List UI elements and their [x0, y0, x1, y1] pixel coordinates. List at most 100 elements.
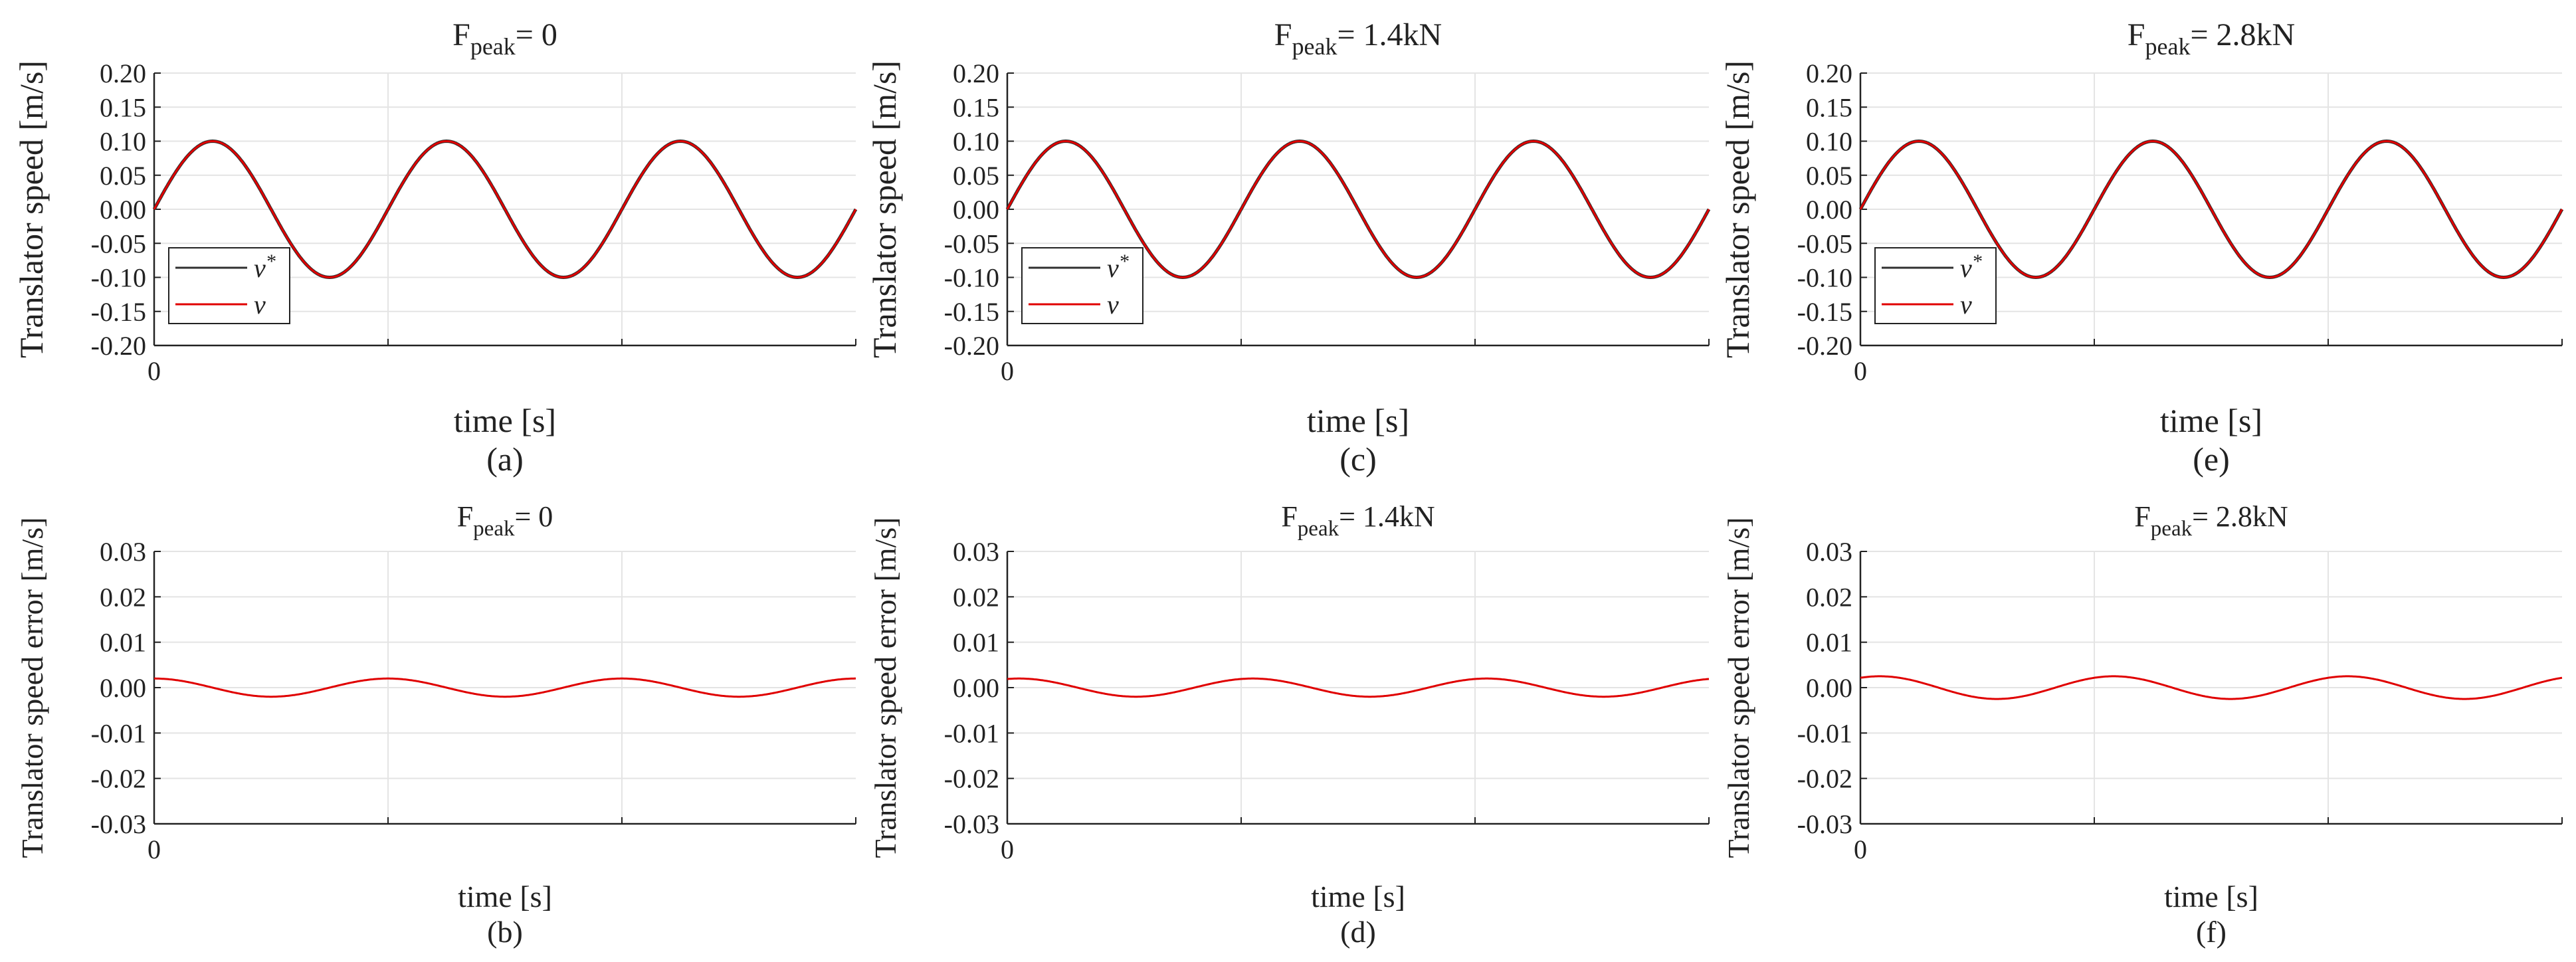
series-line-v: [1006, 140, 1710, 279]
chart-title: Fpeak= 1.4kN: [1281, 500, 1435, 541]
chart-panel-d: 0.03 0.02 0.01 0.00 -0.01 -0.02 -0.030 Fpeak= 1…: [868, 500, 1710, 949]
y-tick-label: -0.10: [1797, 263, 1852, 293]
x-axis-label: time [s]: [1307, 402, 1409, 439]
legend-box: [168, 247, 290, 324]
y-axis-label: Translator speed [m/s]: [13, 60, 50, 358]
y-tick-label: -0.15: [944, 297, 999, 327]
y-tick-label: 0.15: [953, 92, 999, 122]
x-tick-label: 0: [148, 356, 161, 386]
y-tick-label: 0.05: [1806, 161, 1852, 191]
chart-title: Fpeak= 2.8kN: [2128, 17, 2295, 60]
y-tick-label: 0.15: [1806, 92, 1852, 122]
x-tick-label: 0: [1854, 356, 1867, 386]
chart-panel-e: 0.20 0.15 0.10 0.05 0.00 -0.05 -0.10 -0.15 -0.20…: [1719, 17, 2564, 478]
y-axis-label: Translator speed error [m/s]: [1722, 517, 1755, 858]
panel-caption: (f): [2196, 915, 2227, 949]
chart-title: Fpeak= 2.8kN: [2134, 500, 2288, 541]
y-tick-label: 0.02: [100, 582, 146, 612]
y-tick-label: 0.15: [100, 92, 146, 122]
y-tick-label: 0.10: [953, 127, 999, 157]
panel-caption: (d): [1340, 915, 1376, 949]
x-tick-label: 0: [1854, 834, 1867, 864]
chart-panel-a: 0.20 0.15 0.10 0.05 0.00 -0.05 -0.10 -0.15 -0.20…: [13, 17, 858, 478]
chart-panel-c: 0.20 0.15 0.10 0.05 0.00 -0.05 -0.10 -0.15 -0.20…: [866, 17, 1711, 478]
series-line-error: [154, 677, 856, 698]
y-tick-label: -0.02: [91, 764, 146, 794]
y-tick-label: -0.10: [91, 263, 146, 293]
chart-title: Fpeak= 1.4kN: [1274, 17, 1442, 60]
y-tick-label: -0.15: [91, 297, 146, 327]
legend-label: v*: [1960, 250, 1982, 283]
y-tick-label: 0.01: [953, 628, 999, 658]
y-tick-label: -0.20: [944, 331, 999, 361]
y-tick-label: 0.02: [953, 582, 999, 612]
x-axis-label: time [s]: [1311, 880, 1405, 914]
chart-panel-b: 0.03 0.02 0.01 0.00 -0.01 -0.02 -0.030 Fpeak= 0…: [15, 500, 856, 949]
y-tick-label: 0.00: [953, 673, 999, 703]
y-tick-label: -0.03: [91, 809, 146, 839]
y-tick-label: -0.01: [944, 718, 999, 748]
y-tick-label: 0.03: [1806, 537, 1852, 567]
series-line-v: [1859, 140, 2563, 279]
y-tick-label: 0.00: [100, 195, 146, 225]
x-axis-label: time [s]: [2160, 402, 2262, 439]
y-axis-label: Translator speed [m/s]: [1719, 60, 1756, 358]
y-axis-label: Translator speed error [m/s]: [15, 517, 49, 858]
y-tick-label: 0.00: [100, 673, 146, 703]
legend-box: [1021, 247, 1143, 324]
legend: v* v: [1874, 247, 1997, 324]
y-tick-label: 0.00: [1806, 673, 1852, 703]
y-tick-label: -0.05: [1797, 229, 1852, 258]
x-tick-label: 0: [1001, 834, 1014, 864]
y-tick-label: 0.00: [1806, 195, 1852, 225]
series-line-v: [153, 140, 857, 279]
series-line-error: [1860, 675, 2563, 700]
y-tick-label: 0.02: [1806, 582, 1852, 612]
panel-caption: (e): [2193, 440, 2230, 478]
y-tick-label: -0.01: [1797, 718, 1852, 748]
y-tick-label: -0.05: [91, 229, 146, 258]
legend-label: v*: [254, 250, 276, 283]
y-tick-label: 0.10: [100, 127, 146, 157]
y-tick-label: -0.02: [944, 764, 999, 794]
panel-caption: (a): [486, 440, 524, 478]
y-tick-label: 0.10: [1806, 127, 1852, 157]
y-tick-label: -0.20: [91, 331, 146, 361]
legend-box: [1874, 247, 1997, 324]
y-tick-label: 0.05: [100, 161, 146, 191]
legend-label: v: [1107, 290, 1119, 320]
chart-panel-f: 0.03 0.02 0.01 0.00 -0.01 -0.02 -0.030 Fpeak= 2…: [1722, 500, 2563, 949]
legend-label: v*: [1107, 250, 1129, 283]
y-tick-label: -0.03: [1797, 809, 1852, 839]
legend: v* v: [168, 247, 290, 324]
y-tick-label: 0.20: [100, 58, 146, 88]
series-line-error: [1007, 677, 1710, 698]
y-tick-label: 0.20: [1806, 58, 1852, 88]
y-tick-label: 0.05: [953, 161, 999, 191]
chart-title: Fpeak= 0: [457, 500, 553, 541]
y-axis-label: Translator speed [m/s]: [866, 60, 903, 358]
y-tick-label: -0.05: [944, 229, 999, 258]
legend: v* v: [1021, 247, 1143, 324]
y-tick-label: 0.00: [953, 195, 999, 225]
x-tick-label: 0: [1001, 356, 1014, 386]
y-tick-label: -0.15: [1797, 297, 1852, 327]
y-tick-label: -0.03: [944, 809, 999, 839]
legend-label: v: [1960, 290, 1972, 320]
y-axis-label: Translator speed error [m/s]: [868, 517, 902, 858]
x-tick-label: 0: [148, 834, 161, 864]
legend-label: v: [254, 290, 266, 320]
chart-title: Fpeak= 0: [452, 17, 557, 60]
y-tick-label: 0.20: [953, 58, 999, 88]
y-tick-label: -0.01: [91, 718, 146, 748]
y-tick-label: 0.01: [1806, 628, 1852, 658]
y-tick-label: -0.10: [944, 263, 999, 293]
x-axis-label: time [s]: [454, 402, 556, 439]
y-tick-label: -0.02: [1797, 764, 1852, 794]
y-tick-label: 0.01: [100, 628, 146, 658]
y-tick-label: 0.03: [100, 537, 146, 567]
panel-caption: (c): [1339, 440, 1377, 478]
x-axis-label: time [s]: [2164, 880, 2258, 914]
y-tick-label: 0.03: [953, 537, 999, 567]
